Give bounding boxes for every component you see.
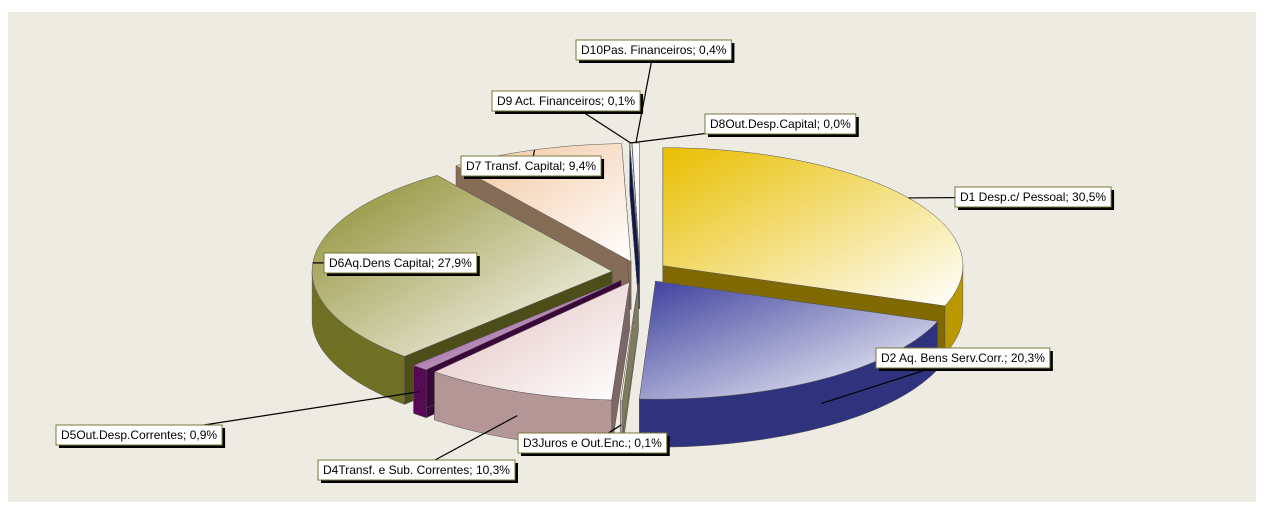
label-box xyxy=(575,39,732,61)
label-text: D7 Transf. Capital; 9,4% xyxy=(466,159,596,173)
slice xyxy=(412,279,622,371)
data-label: D9 Act. Financeiros; 0,1% xyxy=(491,90,644,144)
data-label: D10Pas. Financeiros; 0,4% xyxy=(575,39,735,144)
label-text: D6Aq.Dens Capital; 27,9% xyxy=(329,256,472,270)
label-box xyxy=(55,424,223,446)
label-box xyxy=(460,155,602,177)
label-text: D8Out.Desp.Capital; 0,0% xyxy=(710,117,851,131)
data-label: D8Out.Desp.Capital; 0,0% xyxy=(629,113,859,144)
slice xyxy=(662,147,964,307)
data-label: D2 Aq. Bens Serv.Corr.; 20,3% xyxy=(820,347,1053,405)
label-text: D5Out.Desp.Correntes; 0,9% xyxy=(61,428,217,442)
slice xyxy=(620,282,639,402)
label-box xyxy=(317,459,516,481)
label-text: D10Pas. Financeiros; 0,4% xyxy=(581,43,727,57)
data-label: D7 Transf. Capital; 9,4% xyxy=(460,149,605,179)
slice xyxy=(433,281,630,401)
label-box xyxy=(704,113,857,135)
label-text: D9 Act. Financeiros; 0,1% xyxy=(497,94,635,108)
label-text: D3Juros e Out.Enc.; 0,1% xyxy=(523,436,662,450)
slice xyxy=(639,280,939,400)
data-label: D3Juros e Out.Enc.; 0,1% xyxy=(517,424,670,456)
label-text: D1 Desp.c/ Pessoal; 30,5% xyxy=(960,190,1106,204)
label-box xyxy=(323,252,478,274)
data-label: D1 Desp.c/ Pessoal; 30,5% xyxy=(908,186,1115,210)
data-label: D4Transf. e Sub. Correntes; 10,3% xyxy=(317,415,518,483)
label-box xyxy=(517,432,668,454)
leader-line xyxy=(635,49,655,144)
label-box xyxy=(491,90,641,112)
label-box xyxy=(954,186,1112,208)
label-text: D4Transf. e Sub. Correntes; 10,3% xyxy=(323,463,510,477)
slice-side xyxy=(413,365,427,419)
data-label: D5Out.Desp.Correntes; 0,9% xyxy=(55,391,420,448)
labels: D1 Desp.c/ Pessoal; 30,5% D2 Aq. Bens Ser… xyxy=(55,39,1115,483)
label-text: D2 Aq. Bens Serv.Corr.; 20,3% xyxy=(881,351,1045,365)
data-label: D6Aq.Dens Capital; 27,9% xyxy=(312,252,480,276)
label-box xyxy=(875,347,1051,369)
